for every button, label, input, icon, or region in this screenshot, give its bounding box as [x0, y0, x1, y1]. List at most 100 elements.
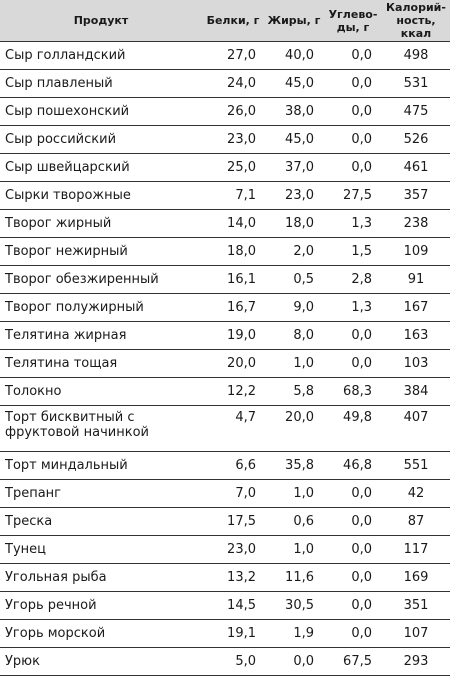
cell-product-name: Сыр голландский — [0, 41, 202, 70]
cell-product-name: Сыр швейцарский — [0, 153, 202, 182]
table-row: Телятина тощая 20,0 1,0 0,0 103 — [0, 349, 450, 378]
cell-fat: 0,5 — [264, 265, 324, 294]
header-carbs: Углево- ды, г — [324, 0, 382, 42]
table-body: Сыр голландский 27,0 40,0 0,0 498 Сыр плавлен… — [0, 41, 450, 676]
table-row: Телятина жирная 19,0 8,0 0,0 163 — [0, 321, 450, 350]
cell-protein: 14,0 — [202, 209, 264, 238]
cell-product-name: Сырки творожные — [0, 181, 202, 210]
table-row: Творог жирный 14,0 18,0 1,3 238 — [0, 209, 450, 238]
table-row: Угорь речной 14,5 30,5 0,0 351 — [0, 591, 450, 620]
cell-kcal: 461 — [382, 153, 450, 182]
cell-product-name: Торт миндальный — [0, 451, 202, 480]
cell-fat: 45,0 — [264, 69, 324, 98]
cell-product-name: Угольная рыба — [0, 563, 202, 592]
cell-fat: 18,0 — [264, 209, 324, 238]
cell-carbs: 0,0 — [324, 591, 382, 620]
header-kcal-line2: ность, ккал — [396, 14, 436, 40]
cell-kcal: 531 — [382, 69, 450, 98]
cell-protein: 7,0 — [202, 479, 264, 508]
cell-carbs: 0,0 — [324, 619, 382, 648]
header-fat: Жиры, г — [264, 0, 324, 42]
header-kcal: Калорий- ность, ккал — [382, 0, 450, 42]
cell-fat: 37,0 — [264, 153, 324, 182]
cell-carbs: 0,0 — [324, 97, 382, 126]
cell-product-name: Урюк — [0, 647, 202, 676]
cell-product-name: Трепанг — [0, 479, 202, 508]
cell-carbs: 1,5 — [324, 237, 382, 266]
cell-fat: 30,5 — [264, 591, 324, 620]
cell-product-name: Треска — [0, 507, 202, 536]
table-row: Творог полужирный 16,7 9,0 1,3 167 — [0, 293, 450, 322]
cell-kcal: 384 — [382, 377, 450, 406]
table-row: Сыр плавленый 24,0 45,0 0,0 531 — [0, 69, 450, 98]
cell-carbs: 0,0 — [324, 41, 382, 70]
cell-carbs: 2,8 — [324, 265, 382, 294]
cell-carbs: 0,0 — [324, 507, 382, 536]
cell-fat: 9,0 — [264, 293, 324, 322]
cell-product-name: Телятина тощая — [0, 349, 202, 378]
cell-carbs: 0,0 — [324, 349, 382, 378]
cell-protein: 19,0 — [202, 321, 264, 350]
table-row: Творог обезжиренный 16,1 0,5 2,8 91 — [0, 265, 450, 294]
cell-fat: 35,8 — [264, 451, 324, 480]
cell-fat: 23,0 — [264, 181, 324, 210]
table-row: Толокно 12,2 5,8 68,3 384 — [0, 377, 450, 406]
cell-carbs: 1,3 — [324, 209, 382, 238]
header-product: Продукт — [0, 0, 202, 42]
cell-kcal: 87 — [382, 507, 450, 536]
table-row: Угорь морской 19,1 1,9 0,0 107 — [0, 619, 450, 648]
cell-product-name: Торт бисквитный с фруктовой начинкой — [0, 405, 202, 452]
cell-product-name: Толокно — [0, 377, 202, 406]
cell-protein: 23,0 — [202, 535, 264, 564]
cell-carbs: 0,0 — [324, 125, 382, 154]
cell-kcal: 293 — [382, 647, 450, 676]
cell-product-name: Угорь речной — [0, 591, 202, 620]
cell-kcal: 167 — [382, 293, 450, 322]
cell-protein: 19,1 — [202, 619, 264, 648]
cell-protein: 5,0 — [202, 647, 264, 676]
cell-carbs: 68,3 — [324, 377, 382, 406]
table-row: Торт миндальный 6,6 35,8 46,8 551 — [0, 451, 450, 480]
table-row: Урюк 5,0 0,0 67,5 293 — [0, 647, 450, 676]
cell-kcal: 526 — [382, 125, 450, 154]
cell-kcal: 169 — [382, 563, 450, 592]
cell-fat: 1,0 — [264, 349, 324, 378]
cell-protein: 23,0 — [202, 125, 264, 154]
cell-fat: 5,8 — [264, 377, 324, 406]
cell-kcal: 91 — [382, 265, 450, 294]
cell-kcal: 498 — [382, 41, 450, 70]
cell-protein: 18,0 — [202, 237, 264, 266]
cell-product-name: Тунец — [0, 535, 202, 564]
cell-fat: 0,6 — [264, 507, 324, 536]
cell-fat: 0,0 — [264, 647, 324, 676]
cell-product-name: Творог полужирный — [0, 293, 202, 322]
cell-kcal: 107 — [382, 619, 450, 648]
header-protein: Белки, г — [202, 0, 264, 42]
cell-kcal: 103 — [382, 349, 450, 378]
cell-product-name: Телятина жирная — [0, 321, 202, 350]
table-row: Сырки творожные 7,1 23,0 27,5 357 — [0, 181, 450, 210]
cell-protein: 13,2 — [202, 563, 264, 592]
cell-fat: 1,0 — [264, 535, 324, 564]
cell-fat: 38,0 — [264, 97, 324, 126]
cell-fat: 2,0 — [264, 237, 324, 266]
cell-protein: 14,5 — [202, 591, 264, 620]
cell-carbs: 0,0 — [324, 535, 382, 564]
cell-fat: 11,6 — [264, 563, 324, 592]
cell-product-name: Творог нежирный — [0, 237, 202, 266]
cell-kcal: 42 — [382, 479, 450, 508]
cell-protein: 16,7 — [202, 293, 264, 322]
cell-fat: 1,9 — [264, 619, 324, 648]
cell-protein: 27,0 — [202, 41, 264, 70]
cell-kcal: 238 — [382, 209, 450, 238]
table-row: Сыр швейцарский 25,0 37,0 0,0 461 — [0, 153, 450, 182]
table-row: Угольная рыба 13,2 11,6 0,0 169 — [0, 563, 450, 592]
table-header: Продукт Белки, г Жиры, г Углево- ды, г К… — [0, 0, 450, 42]
table-row: Сыр пошехонский 26,0 38,0 0,0 475 — [0, 97, 450, 126]
cell-fat: 1,0 — [264, 479, 324, 508]
cell-product-name: Сыр плавленый — [0, 69, 202, 98]
cell-protein: 7,1 — [202, 181, 264, 210]
cell-product-name: Сыр пошехонский — [0, 97, 202, 126]
cell-carbs: 0,0 — [324, 321, 382, 350]
